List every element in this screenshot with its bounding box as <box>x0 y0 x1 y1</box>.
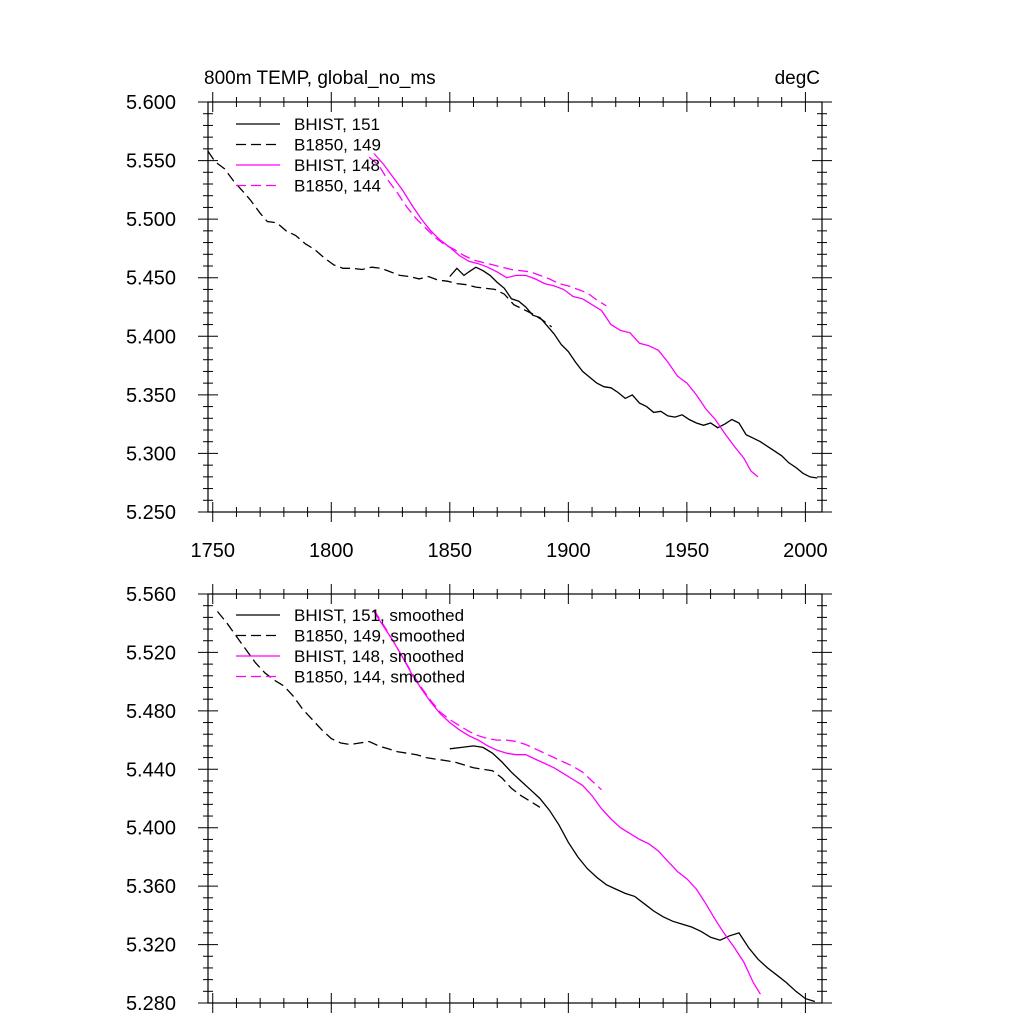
y-tick-label: 5.350 <box>126 385 176 407</box>
x-tick-label: 1950 <box>665 540 710 562</box>
series-line-b1850-149 <box>208 150 553 328</box>
legend-label: BHIST, 148 <box>294 156 380 175</box>
series-line-bhist-148 <box>373 153 759 478</box>
y-tick-label: 5.250 <box>126 502 176 524</box>
y-tick-label: 5.520 <box>126 642 176 664</box>
y-tick-label: 5.280 <box>126 993 176 1015</box>
plot-area <box>216 609 816 1003</box>
legend-label: B1850, 149 <box>294 136 381 155</box>
legend-label: BHIST, 148, smoothed <box>294 647 464 666</box>
series-line-bhist-151-smoothed <box>449 745 816 1003</box>
y-tick-label: 5.600 <box>126 92 176 114</box>
x-tick-label: 1800 <box>309 540 354 562</box>
chart-title: 800m TEMP, global_no_ms <box>204 68 436 89</box>
series-line-b1850-144 <box>368 156 607 307</box>
y-tick-label: 5.400 <box>126 818 176 840</box>
series-line-bhist-148-smoothed <box>373 611 761 995</box>
series-line-bhist-151 <box>449 266 818 479</box>
y-tick-label: 5.320 <box>126 935 176 957</box>
legend-label: B1850, 144, smoothed <box>294 668 465 687</box>
x-tick-label: 1750 <box>190 540 235 562</box>
x-tick-label: 2000 <box>783 540 828 562</box>
plot-frame <box>207 593 823 1004</box>
y-tick-label: 5.300 <box>126 443 176 465</box>
y-tick-label: 5.560 <box>126 584 176 606</box>
series-line-b1850-144-smoothed <box>373 609 602 791</box>
units-label: degC <box>775 68 820 89</box>
top-panel: 800m TEMP, global_no_ms degC 5.250 5.300 5.3… <box>126 68 832 562</box>
y-tick-label: 5.400 <box>126 326 176 348</box>
y-tick-label: 5.440 <box>126 759 176 781</box>
legend-label: B1850, 144 <box>294 177 381 196</box>
y-tick-label: 5.450 <box>126 268 176 290</box>
y-tick-label: 5.480 <box>126 701 176 723</box>
y-tick-label: 5.550 <box>126 151 176 173</box>
x-tick-label: 1900 <box>546 540 591 562</box>
y-tick-label: 5.360 <box>126 876 176 898</box>
series-line-b1850-149-smoothed <box>216 611 541 808</box>
plot-frame <box>207 101 823 513</box>
plot-area <box>208 150 818 479</box>
y-tick-label: 5.500 <box>126 209 176 231</box>
legend-label: BHIST, 151, smoothed <box>294 606 464 625</box>
bottom-panel: 5.280 5.320 5.360 5.400 5.440 5.480 5.520 5.560… <box>126 584 832 1015</box>
x-tick-label: 1850 <box>428 540 473 562</box>
legend-label: BHIST, 151 <box>294 115 380 134</box>
legend-label: B1850, 149, smoothed <box>294 627 465 646</box>
